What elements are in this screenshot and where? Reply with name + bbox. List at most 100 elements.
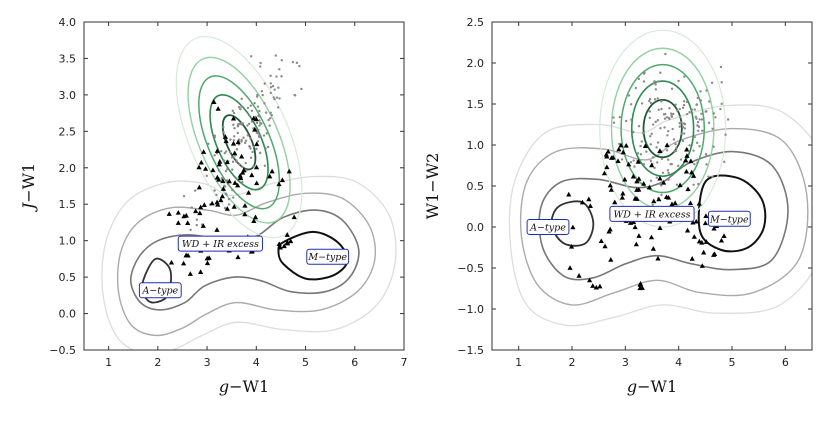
- left-grey-dot: [265, 132, 268, 135]
- right-triangle-point: [632, 195, 638, 201]
- left-triangle-point: [286, 168, 292, 174]
- right-triangle-point: [619, 194, 625, 200]
- right-x-tick-label: 6: [782, 356, 789, 369]
- right-triangle-point: [641, 180, 647, 186]
- left-grey-dot: [258, 151, 262, 155]
- right-grey-dot: [704, 153, 708, 156]
- right-grey-dot: [669, 112, 673, 115]
- right-triangle-point: [657, 225, 663, 230]
- left-grey-dot: [236, 131, 239, 135]
- right-triangle-point: [642, 143, 649, 149]
- left-grey-dot: [231, 109, 235, 113]
- left-triangle-point: [242, 211, 248, 217]
- right-annotation-label: A−type: [529, 223, 566, 234]
- left-triangle-point: [197, 210, 203, 216]
- right-grey-dot: [670, 87, 674, 90]
- right-triangle-point: [607, 182, 613, 188]
- right-triangle-point: [590, 283, 596, 288]
- left-grey-dot: [291, 60, 295, 64]
- right-triangle-point: [703, 239, 709, 244]
- right-triangle-point: [650, 246, 656, 251]
- right-y-ticks: −1.5 −1.0 −0.5 0.0 0.5 1.0 1.5 2.0 2.5: [457, 16, 812, 357]
- left-grey-dot: [226, 167, 229, 171]
- right-y-tick-label: −1.0: [457, 303, 484, 316]
- right-y-tick-label: 2.5: [467, 16, 485, 29]
- left-grey-contour: [116, 192, 377, 337]
- left-grey-dot: [222, 125, 225, 129]
- left-grey-dot: [258, 119, 261, 122]
- left-grey-dot: [213, 189, 216, 192]
- right-grey-dot: [675, 146, 678, 150]
- left-triangle-point: [198, 269, 204, 274]
- left-triangle-point: [284, 240, 291, 246]
- right-grey-dot: [649, 101, 653, 105]
- right-grey-dot: [697, 125, 701, 128]
- left-annotation-box: [177, 235, 263, 252]
- right-y-tick-label: 1.0: [467, 139, 485, 152]
- right-grey-dot: [660, 157, 664, 161]
- left-triangle-point: [224, 206, 230, 211]
- right-grey-dot: [692, 149, 695, 152]
- right-grey-dot: [726, 118, 730, 121]
- right-triangle-point: [633, 241, 639, 247]
- right-grey-dot: [659, 71, 662, 74]
- left-grey-dot: [297, 12, 299, 14]
- left-grey-dot: [223, 184, 226, 188]
- right-grey-dot: [667, 171, 670, 175]
- left-triangle-point: [222, 134, 229, 139]
- left-grey-dot: [261, 93, 264, 97]
- left-grey-dot: [223, 151, 226, 155]
- right-annotation-box: [707, 210, 751, 227]
- left-grey-dot: [213, 154, 216, 157]
- left-triangle-point: [232, 180, 238, 185]
- left-grey-dot: [266, 145, 270, 149]
- right-grey-dot: [651, 203, 654, 207]
- right-grey-dot: [700, 118, 704, 121]
- left-triangle-point: [235, 182, 241, 188]
- left-grey-dot: [222, 130, 225, 134]
- right-triangle-point: [635, 159, 641, 164]
- right-triangle-point: [657, 148, 663, 153]
- left-grey-dot: [259, 134, 262, 137]
- left-triangle-point: [204, 260, 211, 266]
- right-grey-dot: [660, 100, 663, 103]
- right-grey-dot: [637, 77, 641, 81]
- left-grey-dot: [240, 97, 243, 101]
- right-grey-dot: [678, 115, 682, 119]
- left-green-contour: [175, 36, 303, 239]
- right-grey-dot: [660, 107, 663, 111]
- right-triangle-point: [699, 239, 705, 245]
- right-grey-dot: [639, 144, 642, 148]
- left-grey-dot: [195, 218, 199, 221]
- right-grey-dot: [632, 130, 635, 134]
- right-annotations: A−type WD + IR excess M−type: [526, 205, 751, 235]
- left-triangle-point: [175, 210, 181, 215]
- right-x-label: g−W1: [627, 377, 677, 396]
- right-triangle-point: [567, 265, 573, 270]
- left-triangle-point: [204, 255, 210, 261]
- right-triangle-point: [661, 179, 667, 185]
- left-grey-dot: [227, 183, 230, 186]
- right-grey-dot: [675, 109, 679, 112]
- left-grey-contour: [129, 209, 360, 311]
- right-grey-dot: [698, 144, 701, 148]
- right-triangle-point: [703, 213, 709, 218]
- right-grey-dot: [682, 100, 686, 103]
- left-grey-dot: [268, 117, 272, 120]
- left-triangle-point: [284, 232, 290, 237]
- right-grey-dot: [671, 112, 675, 116]
- left-triangle-point: [276, 181, 282, 187]
- left-grey-dot: [256, 140, 260, 143]
- left-grey-dot: [244, 161, 247, 165]
- right-grey-dot: [690, 108, 694, 111]
- left-grey-dot: [269, 74, 272, 77]
- right-grey-dot: [670, 115, 674, 118]
- left-triangle-point: [269, 168, 275, 174]
- right-grey-dot: [650, 132, 653, 135]
- left-annotation-label: A−type: [141, 286, 178, 297]
- right-grey-dot: [666, 169, 670, 172]
- right-grey-dot: [659, 127, 662, 130]
- right-x-tick-label: 3: [622, 356, 629, 369]
- left-grey-dot: [251, 150, 254, 154]
- right-grey-dot: [664, 52, 667, 56]
